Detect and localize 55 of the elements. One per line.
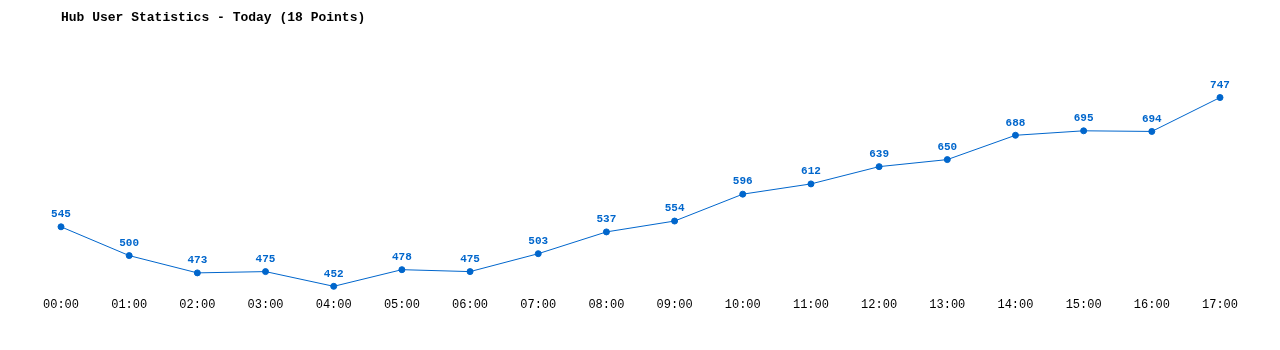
point: [398, 266, 406, 274]
data-label: 694: [1141, 112, 1163, 125]
data-label: 537: [596, 213, 617, 226]
x-tick-label: 08:00: [588, 297, 625, 312]
data-label: 695: [1073, 112, 1094, 125]
point: [739, 190, 747, 198]
data-label: 688: [1005, 116, 1026, 129]
x-tick-label: 02:00: [179, 297, 216, 312]
point: [534, 250, 542, 258]
data-label: 554: [664, 202, 685, 215]
point: [807, 180, 815, 188]
point: [1080, 127, 1088, 135]
point: [1148, 127, 1156, 135]
x-tick-label: 10:00: [724, 297, 761, 312]
point: [330, 282, 338, 290]
data-label: 596: [732, 175, 753, 188]
point: [875, 163, 883, 171]
data-label: 475: [255, 252, 276, 265]
point: [602, 228, 610, 236]
data-label: 478: [391, 250, 413, 263]
point: [671, 217, 679, 225]
data-label: 475: [460, 252, 481, 265]
x-tick-label: 03:00: [247, 297, 284, 312]
point: [466, 268, 474, 276]
point: [57, 223, 65, 231]
point: [193, 269, 201, 277]
x-tick-label: 17:00: [1201, 297, 1239, 312]
point: [1011, 131, 1019, 139]
x-tick-label: 01:00: [111, 297, 148, 312]
data-label: 503: [528, 234, 549, 247]
data-label: 473: [187, 254, 208, 267]
x-tick-label: 00:00: [42, 297, 80, 312]
x-tick-label: 16:00: [1133, 297, 1170, 312]
x-tick-label: 07:00: [520, 297, 557, 312]
data-label: 452: [323, 267, 344, 280]
x-tick-label: 04:00: [315, 297, 352, 312]
x-tick-label: 14:00: [997, 297, 1034, 312]
point: [262, 268, 270, 276]
x-tick-label: 05:00: [383, 297, 420, 312]
chart-title: Hub User Statistics - Today (18 Points): [61, 10, 366, 26]
data-label: 747: [1210, 78, 1230, 91]
point: [1216, 94, 1224, 102]
data-label: 612: [801, 165, 821, 178]
data-label: 500: [119, 236, 140, 249]
data-label: 650: [937, 140, 958, 153]
x-tick-label: 11:00: [792, 297, 829, 312]
x-tick-label: 15:00: [1065, 297, 1102, 312]
x-tick-label: 09:00: [656, 297, 693, 312]
point: [943, 156, 951, 164]
data-label: 545: [51, 208, 72, 221]
x-tick-label: 06:00: [452, 297, 489, 312]
data-label: 639: [869, 147, 890, 160]
x-tick-label: 13:00: [929, 297, 966, 312]
point: [125, 252, 133, 260]
x-tick-label: 12:00: [861, 297, 898, 312]
